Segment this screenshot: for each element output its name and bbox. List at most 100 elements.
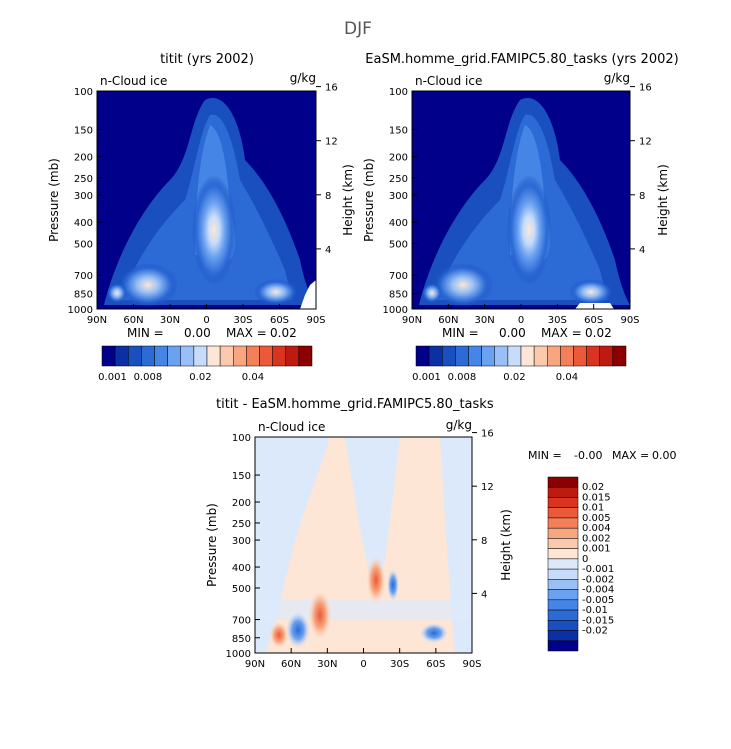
x-tick-label: 90S [306, 315, 325, 326]
y2-tick-label: 4 [325, 245, 331, 256]
colorbar-label: -0.002 [582, 574, 614, 585]
pos-core-tropic [366, 555, 386, 605]
y-axis: 100 150 200 250 300 400 500 700 850 1000 [226, 433, 260, 660]
core-sh-low [254, 279, 298, 305]
colorbar-swatch [547, 476, 579, 488]
y-tick-label: 400 [232, 563, 251, 574]
colorbar-swatch [206, 345, 221, 367]
x-tick-label: 60S [584, 315, 603, 326]
colorbar-swatch [428, 345, 443, 367]
field-label: n-Cloud ice [258, 420, 325, 434]
colorbar-label: 0.001 [98, 372, 127, 383]
core-nh-low [433, 263, 493, 307]
colorbar-label: -0.004 [582, 585, 614, 596]
colorbar-swatch [612, 345, 627, 367]
colorbar-swatch [141, 345, 155, 367]
colorbar-swatch [520, 345, 535, 367]
panel-title: EaSM.homme_grid.FAMIPC5.80_tasks (yrs 20… [365, 52, 678, 67]
neg-band-right [440, 437, 472, 653]
colorbar-swatch [180, 345, 195, 367]
y2-tick-label: 12 [325, 137, 338, 148]
colorbar-swatch [298, 345, 313, 367]
colorbar-label: 0.001 [582, 544, 611, 555]
stat-min-label: MIN = [127, 326, 164, 340]
stat-max-value: 0.02 [270, 326, 297, 340]
neg-core-tropic [387, 569, 399, 601]
colorbar-swatch [272, 345, 286, 367]
core-sh-low [569, 279, 613, 305]
x-tick-label: 60N [281, 659, 301, 670]
neg-band-mid [345, 437, 400, 600]
colorbar-label: 0.01 [582, 503, 604, 514]
panel-title: titit (yrs 2002) [160, 52, 254, 67]
colorbar-swatch [154, 345, 168, 367]
colorbar-swatch [547, 558, 579, 570]
panel-reference: EaSM.homme_grid.FAMIPC5.80_tasks (yrs 20… [362, 52, 679, 383]
x-tick-label: 30S [390, 659, 409, 670]
stat-min-value: -0.00 [574, 449, 602, 462]
terrain-mask [300, 280, 316, 309]
y2-tick-label: 4 [639, 245, 645, 256]
y2-tick-label: 16 [325, 83, 338, 94]
neg-core-nh [286, 612, 310, 648]
colorbar-vertical: 0.020.0150.010.0050.0040.0020.0010-0.001… [547, 476, 614, 652]
colorbar-swatch [547, 630, 579, 642]
colorbar-label: 0.004 [582, 523, 611, 534]
units-label: g/kg [604, 71, 630, 85]
y2-axis: 16 12 8 4 [630, 83, 652, 256]
y-tick-label: 700 [389, 271, 408, 282]
x-tick-label: 90N [245, 659, 265, 670]
x-tick-label: 60S [270, 315, 289, 326]
x-tick-label: 0 [360, 659, 366, 670]
colorbar-swatch [233, 345, 247, 367]
neg-band-upper [255, 437, 330, 653]
pos-core-nh [308, 589, 332, 641]
pos-core-polar [269, 621, 289, 649]
core-nh-polar [107, 283, 127, 303]
y-tick-label: 250 [74, 174, 93, 185]
y-axis-label: Pressure (mb) [47, 158, 61, 242]
colorbar-swatch [101, 345, 116, 367]
colorbar-swatch [547, 579, 579, 590]
colorbar-swatch [586, 345, 600, 367]
terrain-mask [575, 303, 614, 309]
y-tick-label: 100 [232, 433, 251, 444]
x-tick-label: 30N [160, 315, 180, 326]
colorbar-swatch [547, 538, 579, 549]
colorbar-swatch [114, 345, 129, 367]
colorbar-swatch [259, 345, 273, 367]
y-tick-label: 150 [74, 125, 93, 136]
y2-tick-label: 8 [325, 191, 331, 202]
y-axis: 100 150 200 250 300 400 500 700 850 1000 [68, 87, 102, 316]
core-nh-polar [422, 283, 442, 303]
colorbar-swatch [547, 497, 579, 508]
colorbar-label: 0.02 [582, 482, 604, 493]
x-tick-label: 0 [203, 315, 209, 326]
colorbar-swatch [547, 548, 579, 560]
x-axis: 90N 60N 30N 0 30S 60S 90S [402, 304, 640, 326]
x-tick-label: 90S [462, 659, 481, 670]
colorbar-swatch [547, 345, 561, 367]
y-tick-label: 150 [389, 125, 408, 136]
colorbar-swatch [494, 345, 509, 367]
y-tick-label: 700 [74, 271, 93, 282]
y-tick-label: 300 [389, 191, 408, 202]
colorbar: 0.001 0.008 0.02 0.04 [98, 345, 313, 383]
colorbar-swatch [573, 345, 587, 367]
x-tick-label: 90N [87, 315, 107, 326]
y2-tick-label: 12 [639, 137, 652, 148]
colorbar-swatch [547, 517, 579, 529]
colorbar-swatch [128, 345, 142, 367]
field-label: n-Cloud ice [415, 74, 482, 88]
units-label: g/kg [290, 71, 316, 85]
x-tick-label: 90N [402, 315, 422, 326]
stat-min-value: 0.00 [499, 326, 526, 340]
colorbar-swatch [547, 527, 579, 539]
x-tick-label: 30N [317, 659, 337, 670]
y2-tick-label: 16 [481, 429, 494, 440]
stat-min-label: MIN = [442, 326, 479, 340]
colorbar-swatch [560, 345, 574, 367]
colorbar-swatch [533, 345, 548, 367]
y-axis-label: Pressure (mb) [205, 503, 219, 587]
